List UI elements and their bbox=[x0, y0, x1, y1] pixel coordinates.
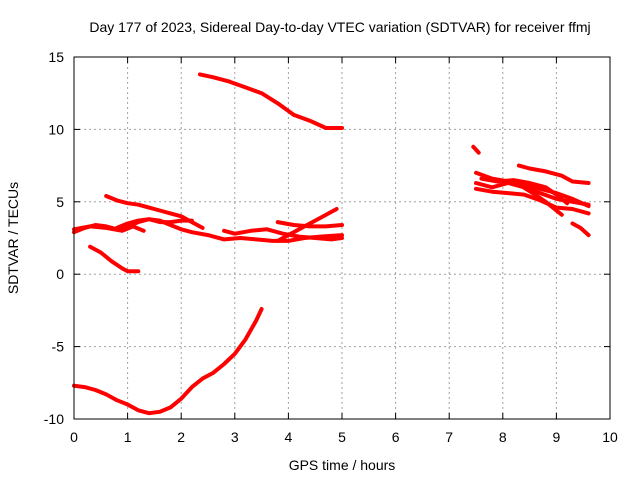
x-tick-label: 6 bbox=[392, 429, 400, 445]
series-track-13 bbox=[474, 181, 591, 207]
series-track-1 bbox=[198, 72, 344, 130]
series-track-14 bbox=[474, 186, 591, 216]
series-track-5 bbox=[114, 217, 194, 230]
series-track-8 bbox=[275, 220, 344, 229]
y-tick-label: 10 bbox=[48, 121, 64, 137]
y-tick-label: -10 bbox=[44, 411, 64, 427]
axis-ticks: 0 1 2 3 4 5 6 7 8 9 10 -10 -5 0 5 10 15 bbox=[44, 49, 618, 445]
x-tick-label: 1 bbox=[124, 429, 132, 445]
series-track-9 bbox=[88, 244, 141, 274]
y-axis-label: SDTVAR / TECUs bbox=[5, 182, 21, 294]
x-tick-label: 10 bbox=[602, 429, 618, 445]
series-track-17 bbox=[516, 182, 564, 217]
series-track-16 bbox=[516, 163, 591, 185]
x-tick-label: 3 bbox=[231, 429, 239, 445]
x-tick-label: 4 bbox=[285, 429, 293, 445]
y-tick-label: 5 bbox=[56, 194, 64, 210]
x-axis-label: GPS time / hours bbox=[289, 457, 396, 473]
x-tick-label: 0 bbox=[70, 429, 78, 445]
x-tick-label: 8 bbox=[499, 429, 507, 445]
series-track-6 bbox=[222, 227, 344, 242]
x-tick-label: 9 bbox=[553, 429, 561, 445]
series-track-15 bbox=[479, 176, 570, 206]
y-tick-label: 15 bbox=[48, 49, 64, 65]
series-track-3 bbox=[72, 224, 146, 233]
x-tick-label: 2 bbox=[177, 429, 185, 445]
y-tick-label: 0 bbox=[56, 266, 64, 282]
x-tick-label: 7 bbox=[445, 429, 453, 445]
series-track-18 bbox=[570, 221, 591, 238]
y-tick-label: -5 bbox=[52, 339, 65, 355]
x-tick-label: 5 bbox=[338, 429, 346, 445]
chart-title: Day 177 of 2023, Sidereal Day-to-day VTE… bbox=[89, 19, 590, 35]
series-track-11 bbox=[471, 144, 481, 155]
plot-series bbox=[72, 72, 591, 416]
series-track-4 bbox=[104, 194, 205, 230]
series-track-10 bbox=[72, 307, 264, 416]
